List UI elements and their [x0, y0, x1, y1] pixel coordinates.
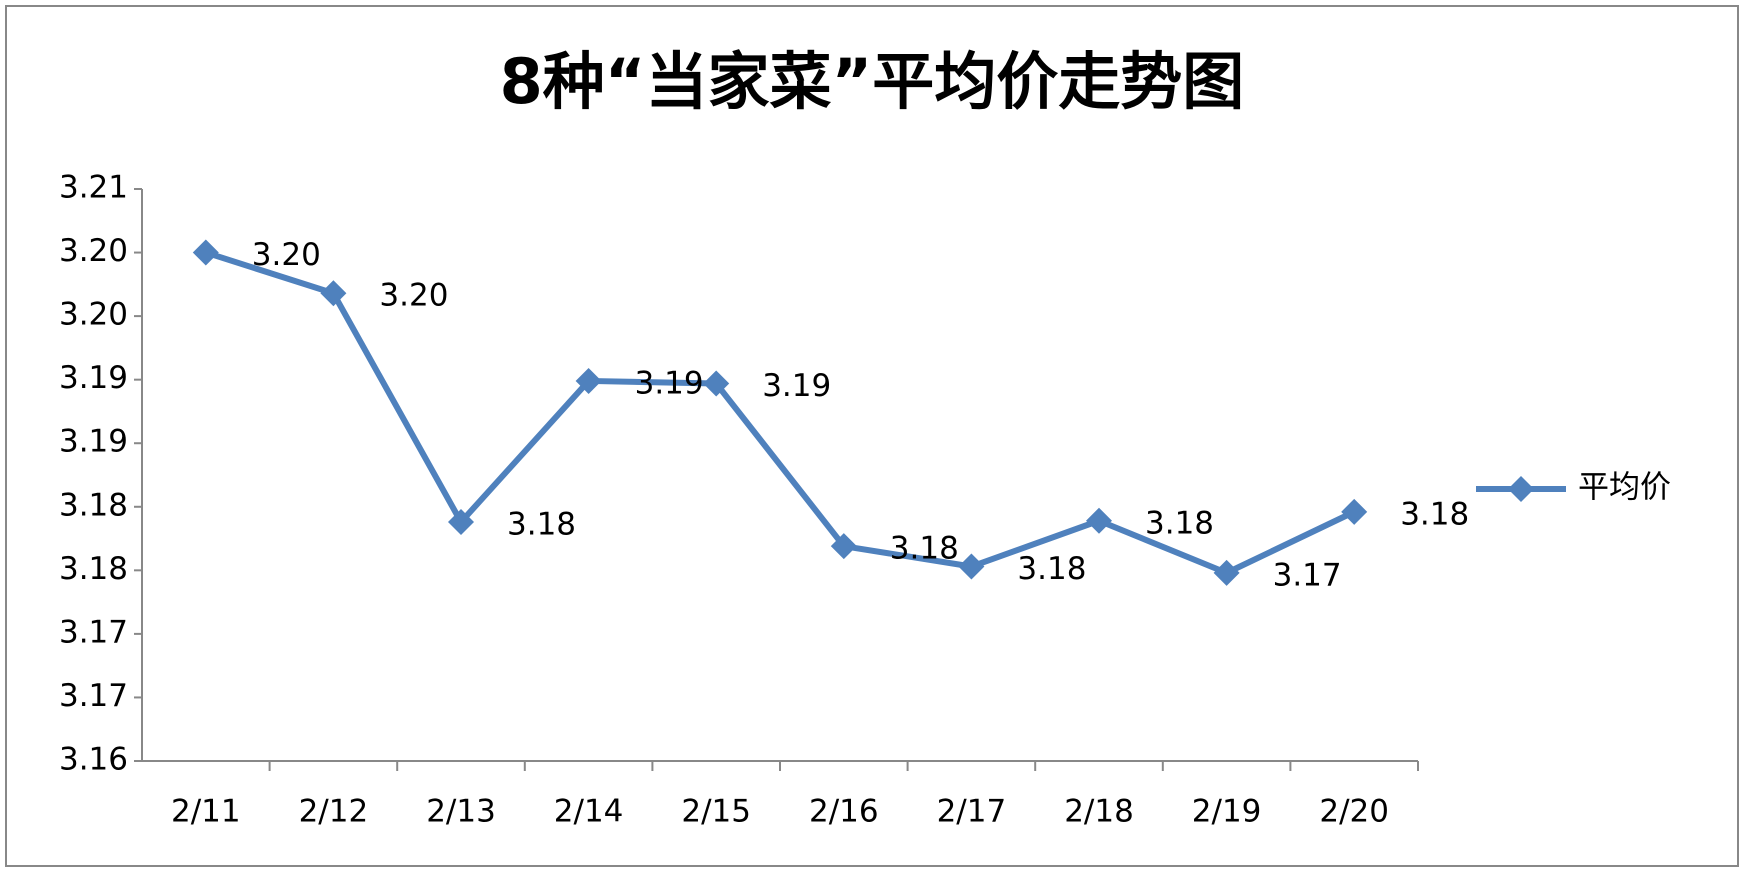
data-point	[1341, 498, 1368, 525]
x-tick-label: 2/11	[171, 794, 241, 830]
data-label: 3.18	[1400, 496, 1469, 532]
legend-marker	[1508, 476, 1534, 502]
data-label: 3.18	[1145, 505, 1214, 541]
x-tick-label: 2/20	[1319, 794, 1389, 830]
y-tick-label: 3.19	[59, 424, 128, 460]
x-tick-label: 2/19	[1192, 794, 1262, 830]
x-tick-label: 2/17	[937, 794, 1007, 830]
data-point	[1086, 507, 1112, 534]
data-point	[703, 370, 730, 397]
legend-label: 平均价	[1578, 470, 1671, 506]
chart-title: 8种“当家菜”平均价走势图	[500, 45, 1245, 118]
data-line	[204, 249, 1356, 576]
chart-border	[5, 5, 1739, 867]
data-label: 3.19	[762, 368, 831, 404]
data-point	[1213, 559, 1240, 586]
x-tick-label: 2/15	[681, 794, 751, 830]
data-point	[448, 509, 474, 536]
data-label: 3.18	[1017, 551, 1086, 587]
data-label: 3.17	[1273, 557, 1342, 593]
data-label: 3.19	[635, 365, 704, 401]
x-tick-label: 2/16	[809, 794, 879, 830]
y-tick-label: 3.19	[59, 360, 128, 396]
data-label: 3.20	[252, 237, 321, 273]
y-tick-label: 3.17	[59, 614, 128, 650]
data-label: 3.20	[379, 278, 448, 314]
y-tick-label: 3.20	[59, 297, 128, 333]
data-point	[575, 367, 602, 394]
data-point	[192, 239, 219, 266]
y-tick-label: 3.20	[59, 233, 128, 269]
x-tick-label: 2/13	[426, 794, 496, 830]
y-tick-label: 3.17	[59, 678, 128, 714]
data-point	[958, 553, 985, 580]
data-point	[830, 533, 857, 560]
y-tick-label: 3.18	[59, 487, 128, 523]
x-tick-label: 2/18	[1064, 794, 1134, 830]
y-tick-label: 3.16	[59, 742, 128, 778]
y-tick-label: 3.21	[59, 170, 128, 206]
y-tick-label: 3.18	[59, 551, 128, 587]
data-label: 3.18	[890, 531, 959, 567]
data-point	[320, 280, 347, 307]
x-tick-label: 2/12	[299, 794, 369, 830]
x-tick-label: 2/14	[554, 794, 624, 830]
data-label: 3.18	[507, 507, 576, 543]
